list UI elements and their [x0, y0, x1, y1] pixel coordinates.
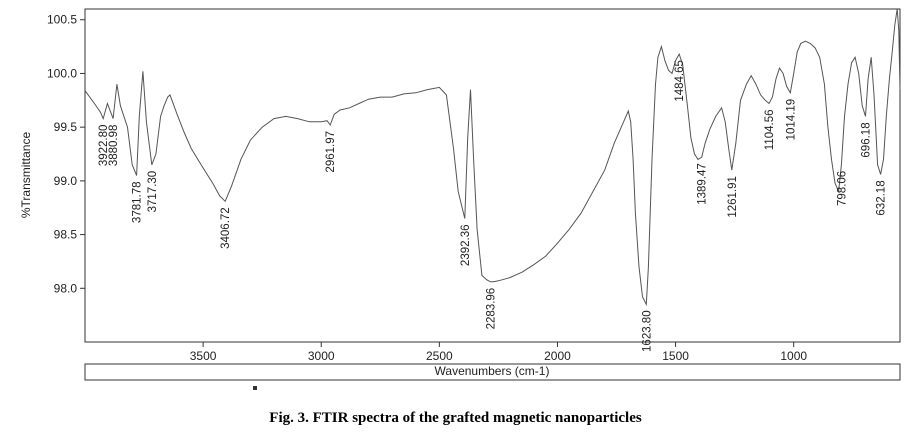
ftir-chart: 98.0 98.5 99.0 99.5 100.0 100.5 3500 3000 2500 20…	[19, 8, 901, 381]
y-tick-label: 100.5	[47, 13, 77, 27]
peak-label: 2392.36	[460, 225, 472, 267]
peak-label: 632.18	[876, 180, 888, 215]
peak-label: 3406.72	[220, 207, 232, 249]
y-axis-title: %Transmittance	[19, 132, 33, 219]
peak-label: 798.06	[836, 171, 848, 206]
peak-label: 1389.47	[697, 163, 709, 205]
peak-label: 3781.78	[132, 182, 144, 224]
dot-marker	[253, 386, 257, 390]
peak-label: 1014.19	[785, 99, 797, 141]
peak-label: 1104.56	[764, 110, 776, 151]
figure-caption: Fig. 3. FTIR spectra of the grafted magn…	[269, 410, 642, 426]
x-tick-label: 1500	[662, 349, 689, 363]
y-tick-label: 100.0	[47, 66, 77, 80]
x-tick-label: 3000	[308, 349, 335, 363]
y-tick-label: 99.0	[54, 174, 78, 188]
x-tick-label: 2000	[544, 349, 571, 363]
y-tick-label: 98.5	[54, 228, 78, 242]
y-tick-label: 99.5	[54, 120, 78, 134]
x-axis-title-box	[84, 363, 901, 381]
axis-ticks	[80, 19, 795, 347]
plot-frame	[84, 8, 901, 343]
x-axis-title: Wavenumbers (cm-1)	[435, 364, 550, 378]
peak-label: 3880.98	[108, 125, 120, 167]
x-tick-label: 3500	[190, 349, 217, 363]
spectrum-line	[84, 8, 901, 307]
y-tick-label: 98.0	[54, 281, 78, 295]
x-tick-label: 1000	[780, 349, 807, 363]
peak-label: 2283.96	[485, 288, 497, 330]
peak-label: 696.18	[861, 122, 873, 157]
peak-label: 3717.30	[147, 171, 159, 213]
peak-label: 3922.80	[98, 125, 110, 167]
peak-label: 1261.91	[727, 176, 739, 218]
peak-label: 2961.97	[325, 131, 337, 173]
tick-labels: 98.0 98.5 99.0 99.5 100.0 100.5 3500 3000 2500 20…	[47, 13, 807, 363]
peak-label: 1623.80	[641, 310, 653, 352]
x-tick-label: 2500	[426, 349, 453, 363]
peak-label: 1484.65	[674, 60, 686, 102]
